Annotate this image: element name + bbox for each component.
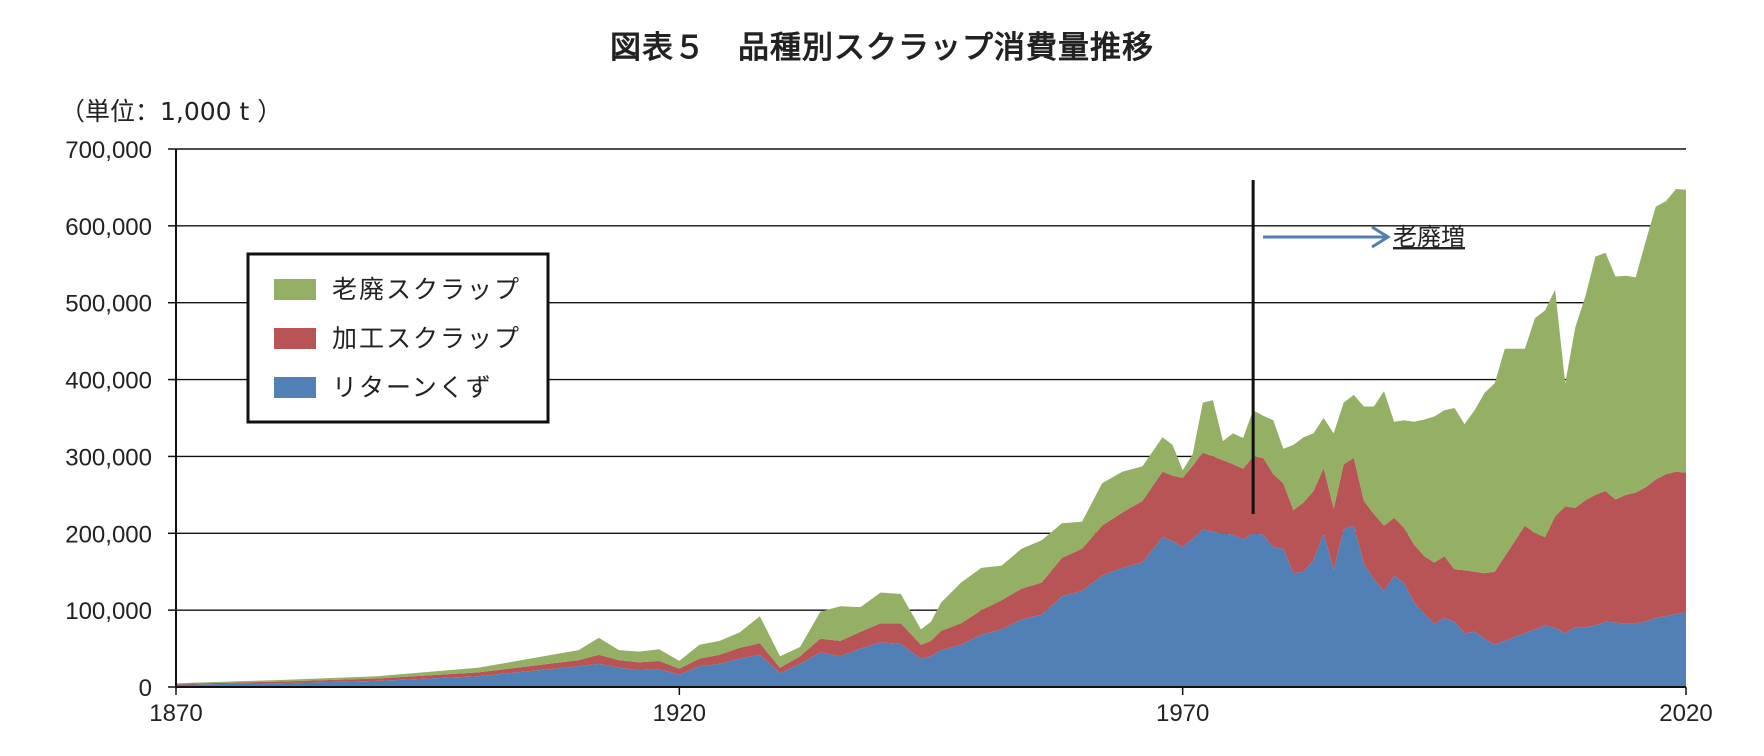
series-areas bbox=[176, 189, 1686, 687]
area-old-scrap bbox=[176, 189, 1686, 684]
annotation-label: 老廃増 bbox=[1393, 223, 1465, 251]
x-tick-label: 1870 bbox=[149, 700, 202, 727]
y-tick-label: 100,000 bbox=[65, 598, 152, 625]
legend-label-return-scrap: リターンくず bbox=[332, 373, 493, 402]
x-tick-label: 1970 bbox=[1156, 700, 1209, 727]
unit-label: （単位：1,000 t ） bbox=[60, 97, 283, 126]
y-tick-label: 0 bbox=[139, 675, 152, 702]
legend-swatch-return-scrap bbox=[274, 377, 316, 398]
axes bbox=[168, 148, 1687, 695]
y-tick-label: 200,000 bbox=[65, 521, 152, 548]
legend-label-old-scrap: 老廃スクラップ bbox=[332, 275, 521, 304]
legend-swatch-old-scrap bbox=[274, 279, 316, 300]
x-tick-label: 1920 bbox=[653, 700, 706, 727]
area-return-scrap bbox=[176, 525, 1686, 687]
y-tick-label: 700,000 bbox=[65, 137, 152, 164]
y-tick-label: 600,000 bbox=[65, 214, 152, 241]
area-process-scrap bbox=[176, 452, 1686, 685]
x-tick-label: 2020 bbox=[1659, 700, 1712, 727]
legend: 老廃スクラップ 加工スクラップ リターンくず bbox=[246, 252, 550, 424]
legend-label-process-scrap: 加工スクラップ bbox=[332, 324, 521, 353]
y-tick-label: 300,000 bbox=[65, 444, 152, 471]
y-tick-label: 500,000 bbox=[65, 291, 152, 318]
tick-labels: 0 100,000 200,000 300,000 400,000 500,000 600,… bbox=[65, 137, 1712, 727]
annotation-arrow bbox=[1263, 225, 1391, 249]
legend-swatch-process-scrap bbox=[274, 328, 316, 349]
y-tick-label: 400,000 bbox=[65, 368, 152, 395]
chart-title: 図表５ 品種別スクラップ消費量推移 bbox=[610, 30, 1154, 66]
